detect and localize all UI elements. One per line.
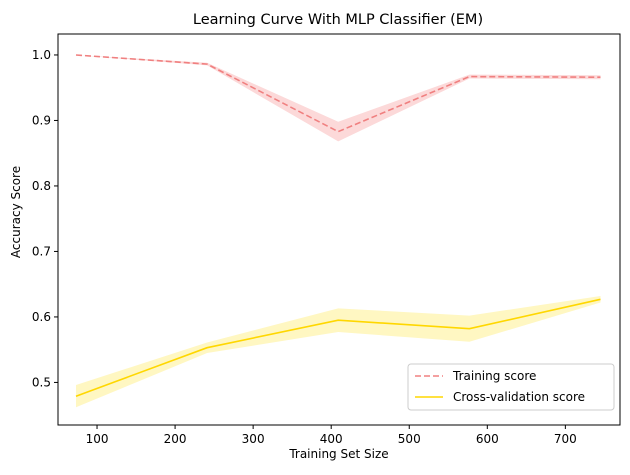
x-tick-label: 700 <box>554 432 577 446</box>
y-tick-label: 0.7 <box>32 244 51 258</box>
x-tick-label: 200 <box>164 432 187 446</box>
legend: Training score Cross-validation score <box>407 363 615 411</box>
y-tick-label: 0.6 <box>32 310 51 324</box>
chart-title: Learning Curve With MLP Classifier (EM) <box>193 12 483 28</box>
legend-label-cross-validation: Cross-validation score <box>453 390 585 404</box>
x-tick-label: 400 <box>320 432 343 446</box>
training-score-band <box>76 55 601 142</box>
y-axis-label: Accuracy Score <box>9 166 23 258</box>
y-tick-label: 0.9 <box>32 113 51 127</box>
axes: 100 200 300 400 500 600 700 0.5 0.6 0.7 0.8 0.9 1.0 <box>32 33 621 446</box>
x-tick-label: 500 <box>398 432 421 446</box>
cross-validation-score-band <box>76 296 601 408</box>
y-tick-label: 0.5 <box>32 375 51 389</box>
x-tick-label: 600 <box>476 432 499 446</box>
cross-validation-score-line <box>75 298 601 397</box>
plot-frame <box>57 33 621 426</box>
training-score-line <box>75 54 601 133</box>
x-tick-label: 300 <box>242 432 265 446</box>
x-axis-label: Training Set Size <box>288 447 388 461</box>
series-lines <box>75 54 601 397</box>
y-tick-label: 0.8 <box>32 179 51 193</box>
confidence-bands <box>76 55 601 408</box>
legend-label-training: Training score <box>452 369 536 383</box>
x-tick-label: 100 <box>86 432 109 446</box>
y-tick-label: 1.0 <box>32 48 51 62</box>
legend-frame <box>407 363 615 411</box>
